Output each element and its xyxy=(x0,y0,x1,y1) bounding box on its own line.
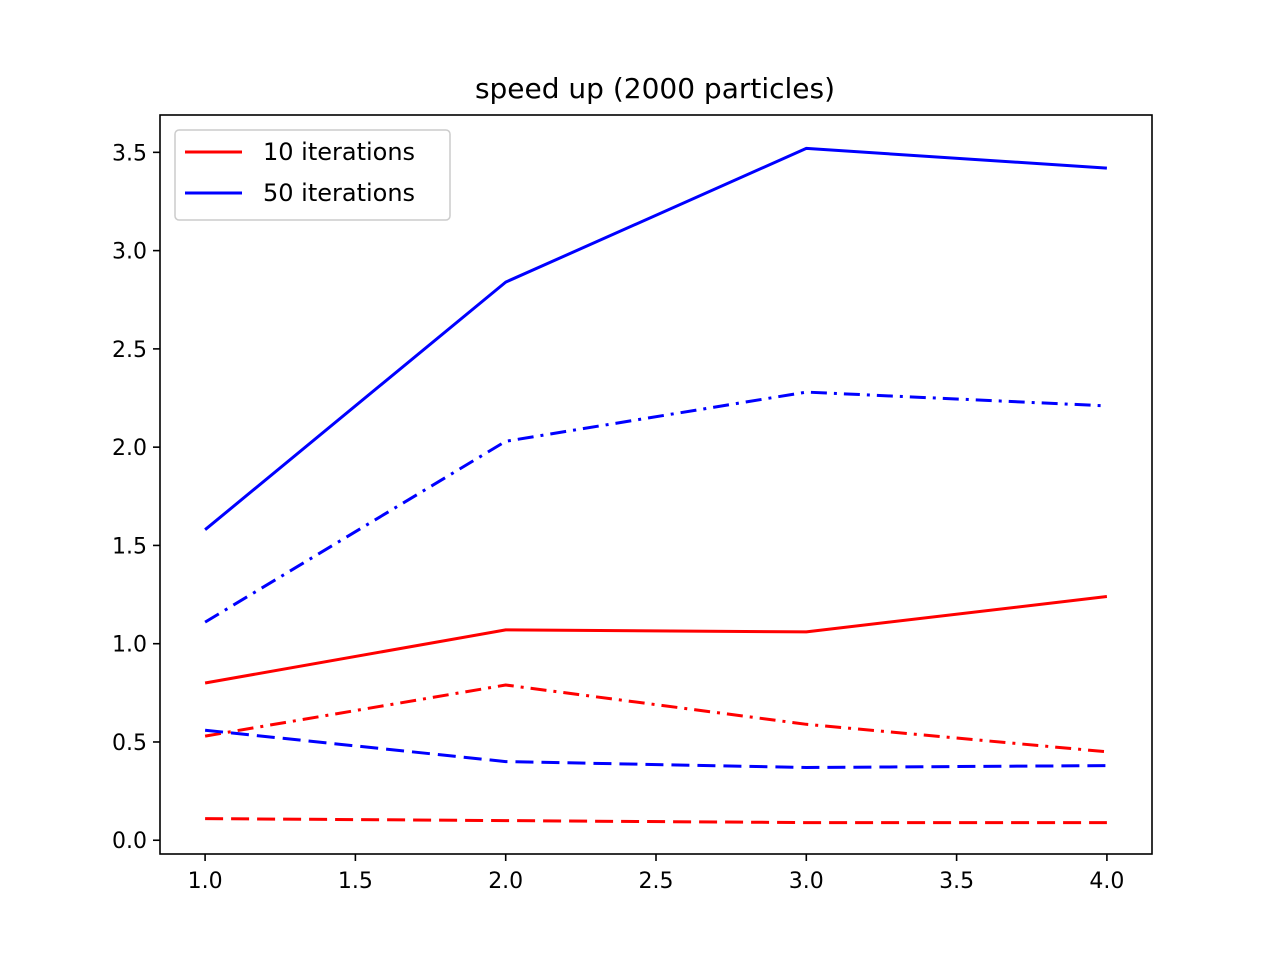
y-tick-label: 2.5 xyxy=(112,338,147,363)
x-tick-label: 2.5 xyxy=(639,869,674,894)
series-line-5 xyxy=(205,817,1107,825)
legend-label-1: 50 iterations xyxy=(263,179,415,207)
x-axis: 1.0 1.5 2.0 2.5 3.0 3.5 4.0 xyxy=(188,854,1124,894)
x-tick-label: 3.5 xyxy=(939,869,974,894)
series-line-4 xyxy=(204,728,1107,769)
y-tick-label: 1.5 xyxy=(112,534,147,559)
x-tick-label: 1.0 xyxy=(188,869,223,894)
x-tick-label: 2.0 xyxy=(488,869,523,894)
series-line-1 xyxy=(204,390,1107,624)
x-tick-label: 3.0 xyxy=(789,869,824,894)
legend-box xyxy=(174,129,451,221)
y-tick-label: 2.0 xyxy=(112,436,147,461)
x-tick-label: 1.5 xyxy=(338,869,373,894)
y-axis: 0.0 0.5 1.0 1.5 2.0 2.5 3.0 3.5 xyxy=(112,141,160,854)
legend: 10 iterations 50 iterations xyxy=(174,129,451,221)
y-tick-label: 3.5 xyxy=(112,141,147,166)
y-tick-label: 1.0 xyxy=(112,633,147,658)
series-layer xyxy=(204,146,1108,825)
series-line-3 xyxy=(204,683,1108,754)
series-line-0 xyxy=(204,146,1107,531)
chart-title: speed up (2000 particles) xyxy=(475,72,835,105)
y-tick-label: 3.0 xyxy=(112,240,147,265)
y-tick-label: 0.0 xyxy=(112,829,147,854)
y-tick-label: 0.5 xyxy=(112,731,147,756)
legend-label-0: 10 iterations xyxy=(263,138,415,166)
x-tick-label: 4.0 xyxy=(1089,869,1124,894)
series-line-2 xyxy=(204,595,1108,685)
